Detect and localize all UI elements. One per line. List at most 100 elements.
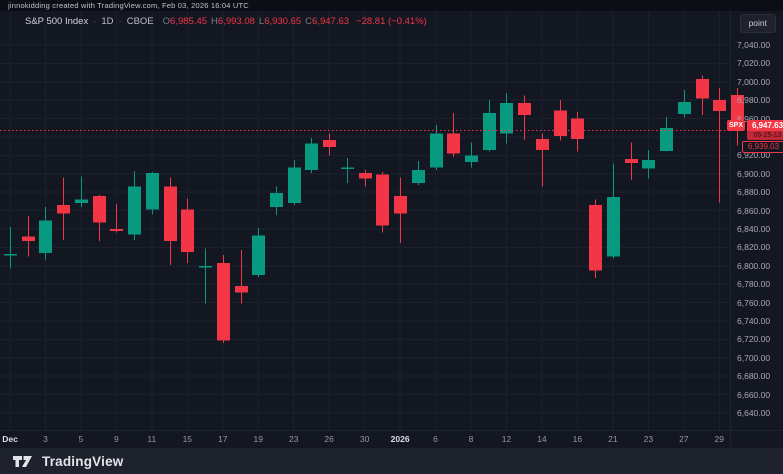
candle xyxy=(625,159,638,163)
candle xyxy=(642,160,655,169)
time-axis-border xyxy=(0,430,783,431)
bar-countdown: 05-25-13 xyxy=(747,130,783,140)
price-axis-label: 7,040.00 xyxy=(737,40,771,50)
price-axis-label: 6,900.00 xyxy=(737,168,771,179)
candle xyxy=(75,199,88,204)
price-axis-label: 7,000.00 xyxy=(737,76,771,87)
candle xyxy=(110,229,123,231)
price-axis-label: 6,720.00 xyxy=(737,334,771,345)
candle xyxy=(323,139,336,148)
price-axis-label: 6,760.00 xyxy=(737,297,771,308)
price-axis-label: 6,800.00 xyxy=(737,260,771,271)
time-axis-label: 11 xyxy=(147,434,157,444)
price-axis-label: 6,920.00 xyxy=(737,150,771,161)
time-axis-label: 27 xyxy=(679,434,689,444)
candle xyxy=(22,236,35,241)
candle xyxy=(341,167,354,170)
time-axis-label: 9 xyxy=(114,434,119,444)
candle xyxy=(394,195,407,214)
price-axis-border xyxy=(730,11,731,448)
tradingview-logo-icon[interactable] xyxy=(13,454,35,469)
candle xyxy=(376,174,389,226)
last-price-value: 6,947.63 xyxy=(747,119,783,131)
ohlc-item: L6,930.65 xyxy=(258,16,302,27)
candle xyxy=(483,113,496,150)
time-axis-label: 8 xyxy=(468,434,474,444)
candle xyxy=(518,102,531,115)
price-axis-label: 6,840.00 xyxy=(737,224,771,234)
candle xyxy=(465,155,478,162)
ohlc-item: O6,985.45 xyxy=(162,16,208,27)
time-axis-label: 17 xyxy=(218,434,228,444)
candle xyxy=(128,186,141,235)
price-axis-label: 6,980.00 xyxy=(737,95,771,106)
time-axis-label: 2026 xyxy=(390,434,410,444)
candle xyxy=(39,220,52,253)
candle xyxy=(252,235,265,275)
unit-point-button[interactable]: point xyxy=(739,14,776,33)
candle xyxy=(412,170,425,183)
time-axis-label: 23 xyxy=(288,434,299,444)
price-axis-label: 6,880.00 xyxy=(737,187,771,198)
candle xyxy=(93,195,106,223)
price-axis-label: 6,640.00 xyxy=(737,408,771,418)
time-axis-label: 16 xyxy=(572,434,583,444)
candle xyxy=(288,167,301,204)
price-axis-label: 6,860.00 xyxy=(737,205,771,216)
price-axis-label: 6,680.00 xyxy=(737,371,771,382)
candle xyxy=(199,265,212,268)
symbol-tag: SPX xyxy=(727,119,746,131)
time-axis-label: 3 xyxy=(43,434,48,444)
candle xyxy=(217,263,230,341)
candle xyxy=(57,205,70,214)
price-axis-label: 6,740.00 xyxy=(737,316,771,326)
time-axis-label: 14 xyxy=(537,434,547,444)
time-axis-label: Dec xyxy=(2,434,18,444)
legend-ohlc-values: O6,985.45 H6,993.08 L6,930.65 C6,947.63 xyxy=(159,16,349,27)
price-axis-label: 6,780.00 xyxy=(737,279,771,290)
legend-symbol[interactable]: S&P 500 Index xyxy=(25,16,89,27)
price-axis-label: 7,020.00 xyxy=(737,58,771,69)
candlestick-chart[interactable] xyxy=(0,0,783,450)
candle xyxy=(678,102,691,114)
ohlc-item: C6,947.63 xyxy=(305,16,350,27)
time-axis-label: 23 xyxy=(643,434,654,444)
candle xyxy=(660,127,673,151)
time-axis-label: 21 xyxy=(608,434,618,444)
time-axis-label: 15 xyxy=(182,434,193,444)
time-axis-label: 29 xyxy=(714,434,724,444)
footer-bar: TradingView xyxy=(0,447,783,474)
last-price-label[interactable]: SPX 6,947.63 05-25-13 xyxy=(727,119,783,140)
legend-separator: · xyxy=(93,16,97,27)
candle xyxy=(4,253,17,256)
ohlc-item: H6,993.08 xyxy=(211,16,255,27)
candle xyxy=(447,133,460,154)
candle xyxy=(305,143,318,171)
secondary-price-label: 6,939.03 xyxy=(742,140,783,153)
candle xyxy=(571,118,584,139)
time-axis-label: 12 xyxy=(501,434,512,444)
legend-interval[interactable]: 1D xyxy=(101,16,114,27)
attribution-text: jinnokidding created with TradingView.co… xyxy=(0,0,783,11)
candle xyxy=(554,110,567,137)
time-axis-label: 30 xyxy=(359,434,370,444)
tradingview-brand-text[interactable]: TradingView xyxy=(42,453,124,469)
candle xyxy=(607,196,620,257)
candle xyxy=(589,205,602,271)
price-axis-label: 6,820.00 xyxy=(737,242,771,253)
price-axis-label: 6,700.00 xyxy=(737,352,771,363)
candle xyxy=(359,172,372,179)
price-axis-label: 6,960.00 xyxy=(737,113,771,124)
candle xyxy=(181,209,194,252)
chart-legend[interactable]: S&P 500 Index · 1D · CBOE O6,985.45 H6,99… xyxy=(25,16,427,27)
candle xyxy=(536,138,549,150)
candle xyxy=(235,286,248,293)
time-axis-label: 26 xyxy=(324,434,334,444)
time-axis-label: 19 xyxy=(253,434,263,444)
candle xyxy=(430,133,443,168)
candle xyxy=(164,186,177,241)
candle xyxy=(696,79,709,99)
candle xyxy=(146,172,159,210)
candle xyxy=(713,100,726,112)
